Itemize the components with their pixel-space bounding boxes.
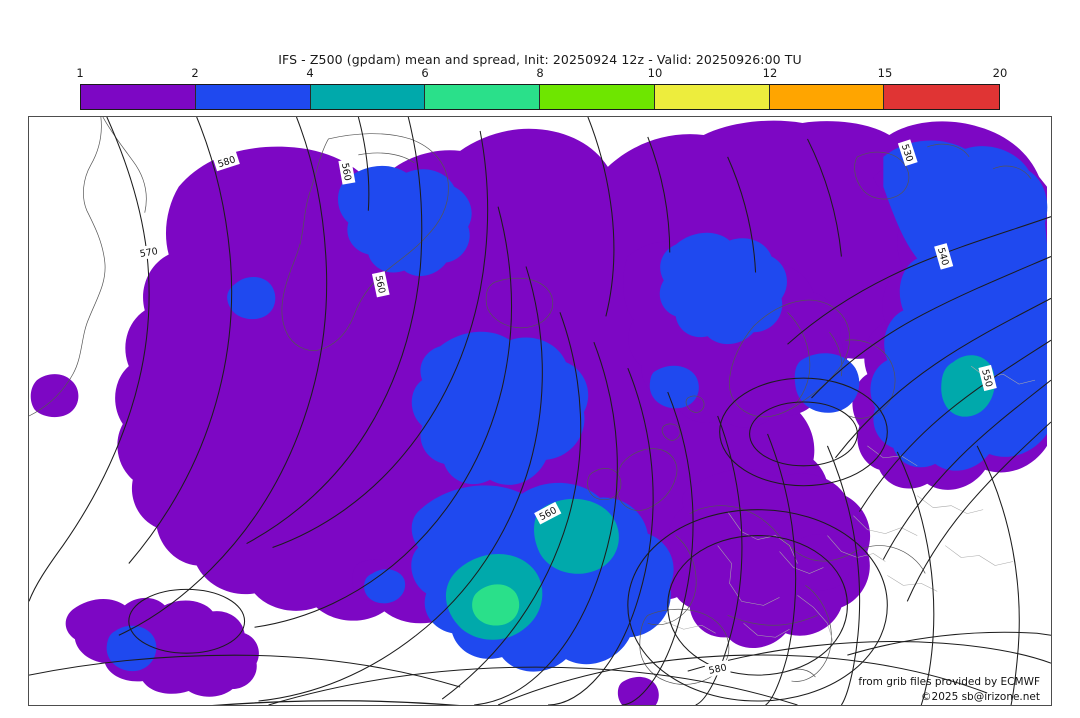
copyright-credit: ©2025 sb@irizone.net — [921, 691, 1040, 703]
spread-region-blue-ne — [870, 140, 1048, 471]
colorbar-tick-10: 10 — [647, 66, 663, 80]
page-title: IFS - Z500 (gpdam) mean and spread, Init… — [278, 52, 802, 67]
colorbar-segment-12-15 — [769, 85, 885, 109]
spread-region-blue-azores — [106, 625, 157, 672]
contour-layer — [29, 117, 1051, 705]
colorbar-segment-6-8 — [425, 85, 540, 109]
colorbar-segment-2-4 — [195, 85, 311, 109]
spread-region-blue-small-s — [364, 569, 406, 604]
spread-region-small-italy — [790, 534, 852, 591]
contour-label-580: 580 — [216, 154, 237, 170]
colorbar-tick-12: 12 — [762, 66, 778, 80]
spread-region-blue-faroe — [649, 365, 699, 409]
contour-label-560b: 560 — [373, 275, 388, 295]
spread-region-small-portugal — [617, 676, 659, 705]
colorbar-tick-6: 6 — [421, 66, 429, 80]
colorbar-tick-8: 8 — [536, 66, 544, 80]
colorbar-segment-4-6 — [310, 85, 426, 109]
colorbar-segments — [80, 84, 1000, 110]
colorbar-segment-10-12 — [654, 85, 770, 109]
colorbar-tick-20: 20 — [992, 66, 1008, 80]
contour-label-580b: 580 — [708, 662, 728, 677]
colorbar-segment-15-20 — [884, 85, 999, 109]
contour-label-560a: 560 — [339, 162, 353, 182]
colorbar-tick-15: 15 — [877, 66, 893, 80]
colorbar-tick-4: 4 — [306, 66, 314, 80]
data-source-credit: from grib files provided by ECMWF — [858, 676, 1040, 688]
colorbar-segment-1-2 — [81, 85, 196, 109]
colorbar: 1 2 4 6 8 10 12 15 20 — [76, 66, 1007, 110]
colorbar-segment-8-10 — [540, 85, 655, 109]
contour-label-550: 550 — [979, 368, 994, 388]
contour-label-570: 570 — [139, 246, 159, 260]
spread-region-green-core — [472, 584, 520, 626]
spread-region-blue-nw-small — [227, 276, 276, 320]
colorbar-tick-2: 2 — [191, 66, 199, 80]
contour-label-540: 540 — [935, 246, 951, 266]
contour-labels: 580 560 560 560 — [135, 139, 997, 678]
spread-shading-layer — [30, 120, 1048, 705]
spread-region-azores — [65, 597, 259, 697]
spread-region-blue-greenland — [337, 165, 472, 277]
map-canvas[interactable]: 580 560 560 560 — [28, 116, 1052, 706]
colorbar-tick-1: 1 — [76, 66, 84, 80]
map-svg: 580 560 560 560 — [29, 117, 1051, 705]
contour-label-530: 530 — [899, 143, 915, 164]
colorbar-tick-labels: 1 2 4 6 8 10 12 15 20 — [76, 66, 1007, 82]
